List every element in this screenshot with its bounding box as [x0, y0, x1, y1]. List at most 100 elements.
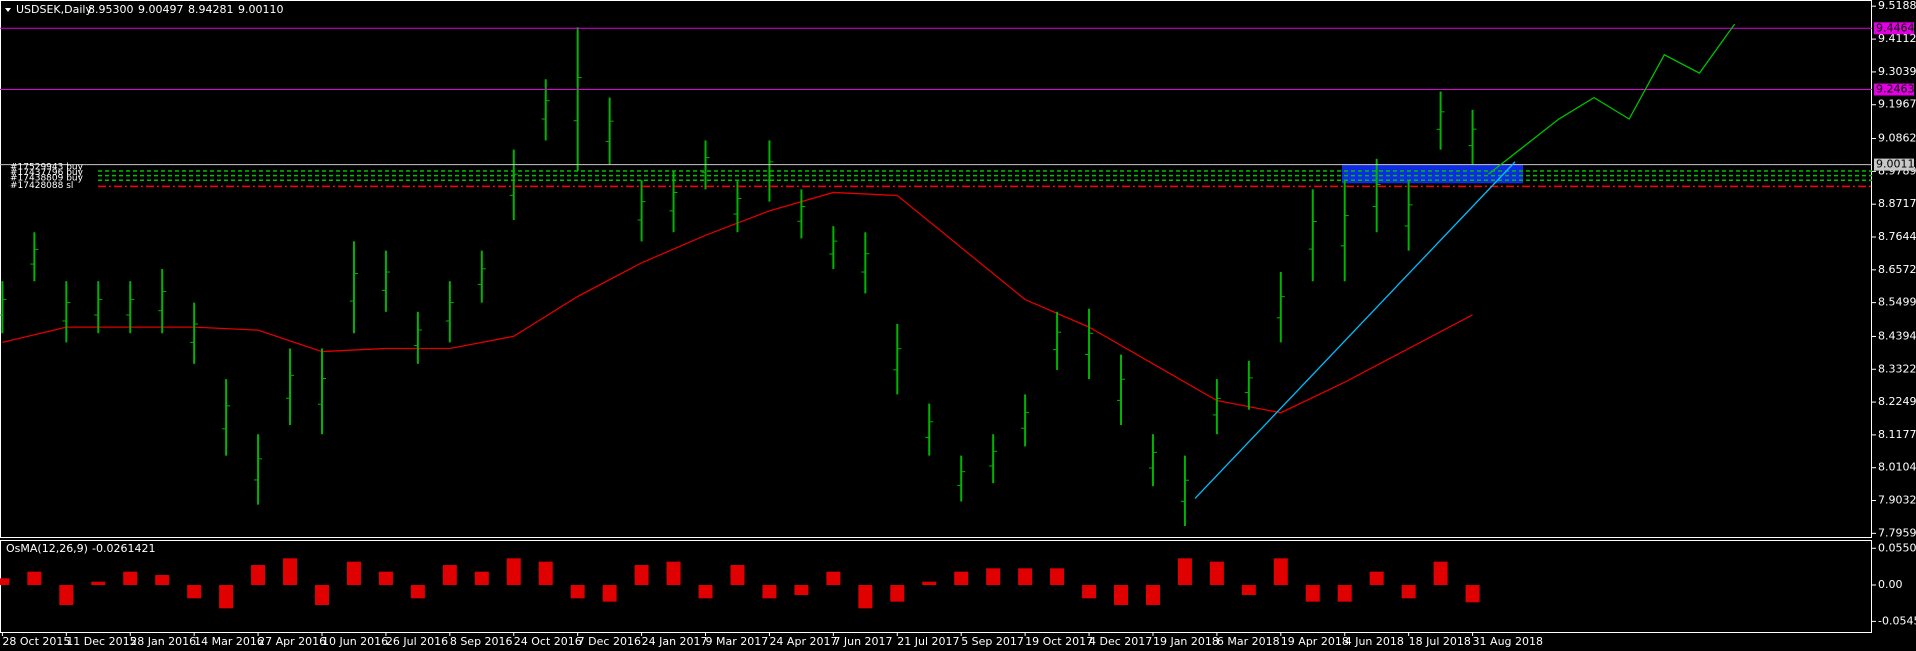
ohlc-close: 9.00110 — [238, 3, 284, 16]
x-tick-label: 9 Mar 2017 — [706, 635, 769, 648]
level-label: 9.00110 — [1876, 158, 1916, 171]
x-tick-label: 5 Sep 2017 — [961, 635, 1024, 648]
osc-bar — [666, 561, 681, 585]
osc-bar — [1369, 571, 1384, 585]
y-tick-label: 8.33220 — [1878, 362, 1916, 375]
osc-bar — [91, 581, 106, 585]
osc-bar — [826, 571, 841, 585]
x-tick-label: 14 Mar 2016 — [194, 635, 264, 648]
osc-bar — [922, 581, 937, 585]
y-tick-label: 9.19670 — [1878, 98, 1916, 111]
level-tag — [1874, 22, 1914, 35]
osc-bar — [378, 571, 393, 585]
osc-bar — [986, 568, 1001, 585]
y-tick-label: 8.65720 — [1878, 263, 1916, 276]
osc-bar — [954, 571, 969, 585]
osc-tick-label: 0.055092 — [1878, 541, 1916, 554]
osc-bar — [1082, 585, 1097, 599]
x-tick-label: 24 Apr 2017 — [769, 635, 837, 648]
y-tick-label: 9.30395 — [1878, 65, 1916, 78]
osc-bar — [730, 565, 745, 585]
osc-bar — [0, 578, 10, 585]
osc-bar — [155, 575, 170, 585]
y-tick-label: 9.51880 — [1878, 0, 1916, 12]
level-label: 9.44648 — [1876, 21, 1916, 34]
osc-bar — [283, 558, 298, 585]
x-tick-label: 19 Oct 2017 — [1025, 635, 1093, 648]
order-label: #17529943 buy — [10, 163, 84, 173]
x-tick-label: 6 Mar 2018 — [1217, 635, 1280, 648]
osc-bar — [1273, 558, 1288, 585]
osc-tick-label: 0.00 — [1878, 578, 1903, 591]
osc-bar — [1018, 568, 1033, 585]
main-frame — [0, 0, 1872, 538]
osc-bar — [570, 585, 585, 599]
menu-arrow[interactable] — [5, 8, 11, 12]
y-tick-label: 9.08620 — [1878, 132, 1916, 145]
y-tick-label: 8.11770 — [1878, 428, 1916, 441]
osc-name: OsMA(12,26,9) — [6, 542, 88, 555]
osc-bar — [538, 561, 553, 585]
x-tick-label: 31 Aug 2018 — [1473, 635, 1543, 648]
osc-bar — [346, 561, 361, 585]
ohlc-open: 8.95300 — [88, 3, 134, 16]
x-tick-label: 7 Dec 2016 — [578, 635, 641, 648]
osc-bar — [123, 571, 138, 585]
osc-bar — [1465, 585, 1480, 603]
osc-frame — [0, 540, 1872, 633]
trendline — [1194, 161, 1516, 499]
x-tick-label: 19 Jan 2018 — [1153, 635, 1219, 648]
osc-bar — [27, 571, 42, 585]
osc-bar — [251, 565, 266, 585]
osc-bar — [634, 565, 649, 585]
y-tick-label: 8.87170 — [1878, 197, 1916, 210]
x-tick-label: 26 Jul 2016 — [386, 635, 448, 648]
y-tick-label: 8.01045 — [1878, 461, 1916, 474]
y-tick-label: 8.76445 — [1878, 230, 1916, 243]
osc-bar — [187, 585, 202, 599]
y-tick-label: 8.43945 — [1878, 329, 1916, 342]
osc-bar — [59, 585, 74, 605]
x-tick-label: 27 Apr 2016 — [258, 635, 326, 648]
osc-bar — [762, 585, 777, 599]
y-tick-label: 8.22495 — [1878, 395, 1916, 408]
x-tick-label: 19 Apr 2018 — [1281, 635, 1349, 648]
osc-bar — [698, 585, 713, 599]
osc-bar — [410, 585, 425, 599]
level-tag — [1874, 83, 1914, 96]
x-tick-label: 28 Oct 2015 — [2, 635, 70, 648]
x-tick-label: 28 Jan 2016 — [130, 635, 196, 648]
ohlc-low: 8.94281 — [188, 3, 234, 16]
x-tick-label: 10 Jun 2016 — [322, 635, 388, 648]
x-tick-label: 18 Jul 2018 — [1409, 635, 1471, 648]
osc-bar — [602, 585, 617, 602]
osc-bar — [1209, 561, 1224, 585]
y-tick-label: 7.90320 — [1878, 494, 1916, 507]
level-tag — [1874, 158, 1914, 171]
osc-bar — [1145, 585, 1160, 605]
x-tick-label: 24 Oct 2016 — [514, 635, 582, 648]
y-tick-label: 8.54995 — [1878, 296, 1916, 309]
osc-bar — [315, 585, 329, 605]
osc-bar — [1050, 568, 1065, 585]
x-tick-label: 4 Dec 2017 — [1089, 635, 1152, 648]
osc-bar — [794, 585, 809, 595]
osc-bar — [858, 585, 873, 609]
order-label: #17437796 buy — [10, 168, 84, 178]
x-tick-label: 8 Sep 2016 — [450, 635, 513, 648]
x-tick-label: 24 Jan 2017 — [642, 635, 708, 648]
osc-bar — [474, 571, 489, 585]
x-tick-label: 21 Jul 2017 — [897, 635, 959, 648]
osc-bar — [890, 585, 905, 602]
osc-bar — [1433, 561, 1448, 585]
x-tick-label: 4 Jun 2018 — [1345, 635, 1404, 648]
osc-bar — [1241, 585, 1256, 595]
order-label: #17438809 buy — [10, 174, 84, 184]
x-tick-label: 11 Dec 2015 — [66, 635, 136, 648]
osc-bar — [219, 585, 234, 609]
osc-last: -0.0261421 — [92, 542, 155, 555]
symbol: USDSEK,Daily — [16, 3, 92, 16]
osc-bar — [1337, 585, 1352, 602]
x-tick-label: 7 Jun 2017 — [833, 635, 892, 648]
